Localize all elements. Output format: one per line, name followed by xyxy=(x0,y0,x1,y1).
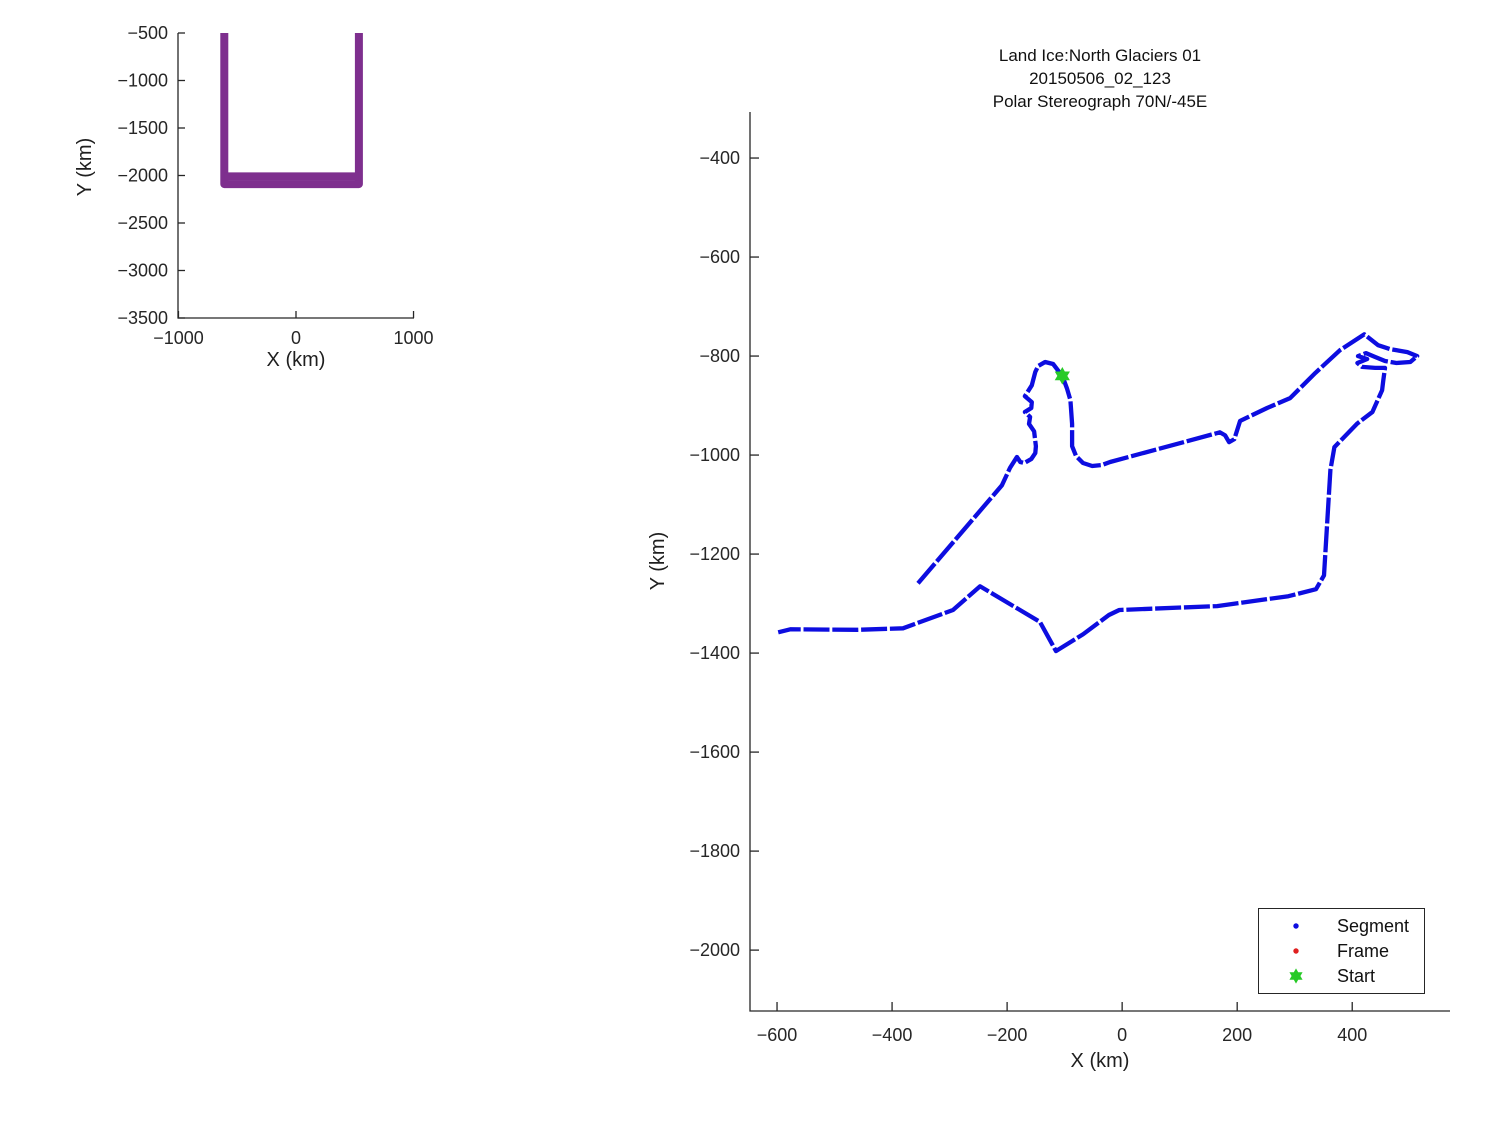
x-tick-label: −600 xyxy=(757,1025,798,1045)
y-tick-label: −2000 xyxy=(117,166,168,186)
overview-x-axis-label: X (km) xyxy=(266,349,326,371)
x-tick-label: 400 xyxy=(1337,1025,1367,1045)
y-tick-label: −1800 xyxy=(689,841,740,861)
legend-dot xyxy=(1293,948,1299,954)
start-hexagram-icon xyxy=(1285,966,1307,986)
y-tick-label: −1400 xyxy=(689,643,740,663)
y-tick-label: −1500 xyxy=(117,118,168,138)
y-tick-label: −1000 xyxy=(689,445,740,465)
start-marker-icon xyxy=(1054,367,1070,385)
y-tick-label: −400 xyxy=(699,148,740,168)
main-axes-spines xyxy=(749,112,1450,1012)
legend-label-frame: Frame xyxy=(1337,940,1390,961)
main-x-axis-label: X (km) xyxy=(1070,1050,1130,1072)
title-line-campaign: Land Ice:North Glaciers 01 xyxy=(998,46,1202,65)
main-plot-title: Land Ice:North Glaciers 01 20150506_02_1… xyxy=(750,44,1450,113)
y-tick-label: −2000 xyxy=(689,940,740,960)
series-ground-track xyxy=(220,33,363,189)
y-tick-label: −1200 xyxy=(689,544,740,564)
y-tick-label: −3500 xyxy=(117,308,168,328)
x-tick-label: −1000 xyxy=(153,328,204,348)
legend-hexagram xyxy=(1289,968,1303,984)
main-plot: −600 −400 −200 0 200 400−400−600−800−1000−120… xyxy=(689,112,1450,1045)
x-tick-label: −400 xyxy=(872,1025,913,1045)
y-tick-label: −500 xyxy=(127,23,168,43)
overview-plot: −1000 0 1000 −500 −1000 −1500 −2000 −2500 −3000 −… xyxy=(117,23,433,348)
x-tick-label: 1000 xyxy=(394,328,434,348)
x-tick-label: 0 xyxy=(1117,1025,1127,1045)
legend-item-frame: Frame xyxy=(1259,939,1424,963)
legend-box: Segment Frame Start xyxy=(1258,908,1425,994)
legend-dot xyxy=(1293,923,1299,929)
y-tick-label: −1600 xyxy=(689,742,740,762)
y-tick-label: −3000 xyxy=(117,261,168,281)
segment-dot-icon xyxy=(1285,916,1307,936)
y-tick-label: −1000 xyxy=(117,71,168,91)
title-line-flight-id: 20150506_02_123 xyxy=(1029,69,1171,88)
x-tick-label: 200 xyxy=(1222,1025,1252,1045)
x-tick-label: 0 xyxy=(291,328,301,348)
main-y-axis-label: Y (km) xyxy=(647,531,669,591)
frame-dot-icon xyxy=(1285,941,1307,961)
y-tick-label: −800 xyxy=(699,346,740,366)
overview-y-axis-label: Y (km) xyxy=(74,137,96,197)
x-tick-label: −200 xyxy=(987,1025,1028,1045)
series-Segment xyxy=(777,332,1420,654)
y-tick-label: −600 xyxy=(699,247,740,267)
legend-label-start: Start xyxy=(1337,965,1376,986)
y-tick-label: −2500 xyxy=(117,213,168,233)
legend-item-start: Start xyxy=(1259,964,1424,988)
legend-label-segment: Segment xyxy=(1337,915,1410,936)
title-line-projection: Polar Stereograph 70N/-45E xyxy=(992,92,1208,111)
legend-item-segment: Segment xyxy=(1259,914,1424,938)
